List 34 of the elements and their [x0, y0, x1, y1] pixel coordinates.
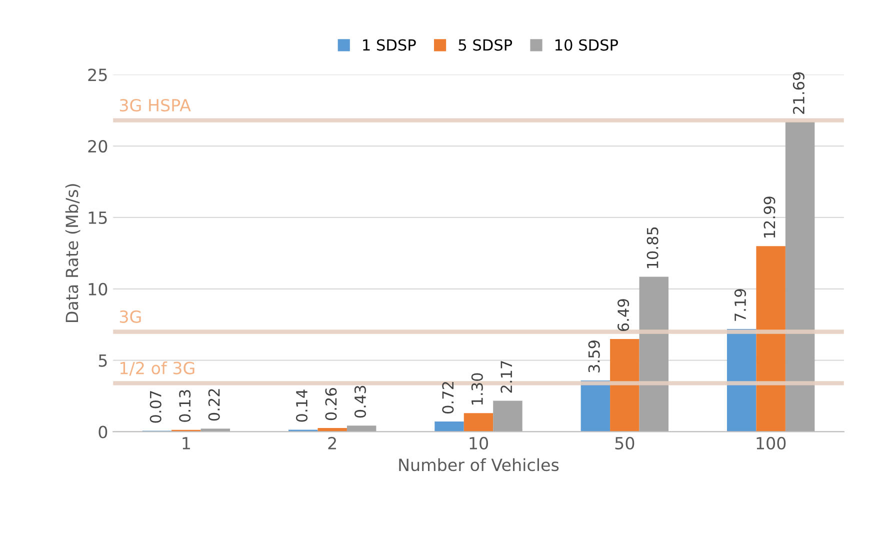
ref-line-label: 3G HSPA — [120, 98, 191, 112]
ref-line-label: 1/2 of 3G — [120, 361, 194, 376]
data-label: 6.49 — [618, 299, 630, 332]
y-tick-label: 0 — [98, 426, 108, 438]
legend-label: 1 SDSP — [363, 39, 416, 51]
data-label: 0.22 — [208, 389, 220, 421]
y-tick-label: 25 — [88, 68, 107, 82]
data-label: 0.13 — [179, 390, 191, 422]
data-label: 10.85 — [646, 227, 658, 268]
y-axis-title: Data Rate (Mb/s) — [65, 184, 80, 322]
y-tick-label: 20 — [88, 140, 108, 153]
x-tick-label: 50 — [615, 436, 634, 450]
x-tick-label: 2 — [328, 436, 336, 450]
data-label: 1.30 — [471, 373, 483, 405]
x-axis-title: Number of Vehicles — [399, 458, 559, 472]
data-label: 0.26 — [325, 388, 337, 420]
x-tick-label: 10 — [470, 436, 488, 450]
data-label: 0.72 — [442, 382, 454, 414]
y-tick-label: 5 — [98, 354, 107, 367]
data-label: 7.19 — [734, 289, 746, 321]
y-tick-label: 15 — [88, 212, 107, 224]
x-tick-label: 1 — [182, 437, 190, 450]
data-label: 2.17 — [500, 361, 512, 393]
x-tick-label: 100 — [756, 436, 786, 450]
data-label: 21.69 — [792, 72, 804, 114]
y-tick-label: 10 — [88, 282, 108, 296]
legend-label: 10 SDSP — [556, 39, 618, 51]
data-label: 12.99 — [764, 196, 776, 238]
data-label: 0.07 — [150, 391, 162, 423]
legend-label: 5 SDSP — [458, 39, 512, 51]
ref-line-label: 3G — [120, 310, 141, 323]
data-label: 0.43 — [354, 386, 366, 418]
data-label: 3.59 — [588, 340, 600, 372]
data-label: 0.14 — [296, 390, 308, 422]
